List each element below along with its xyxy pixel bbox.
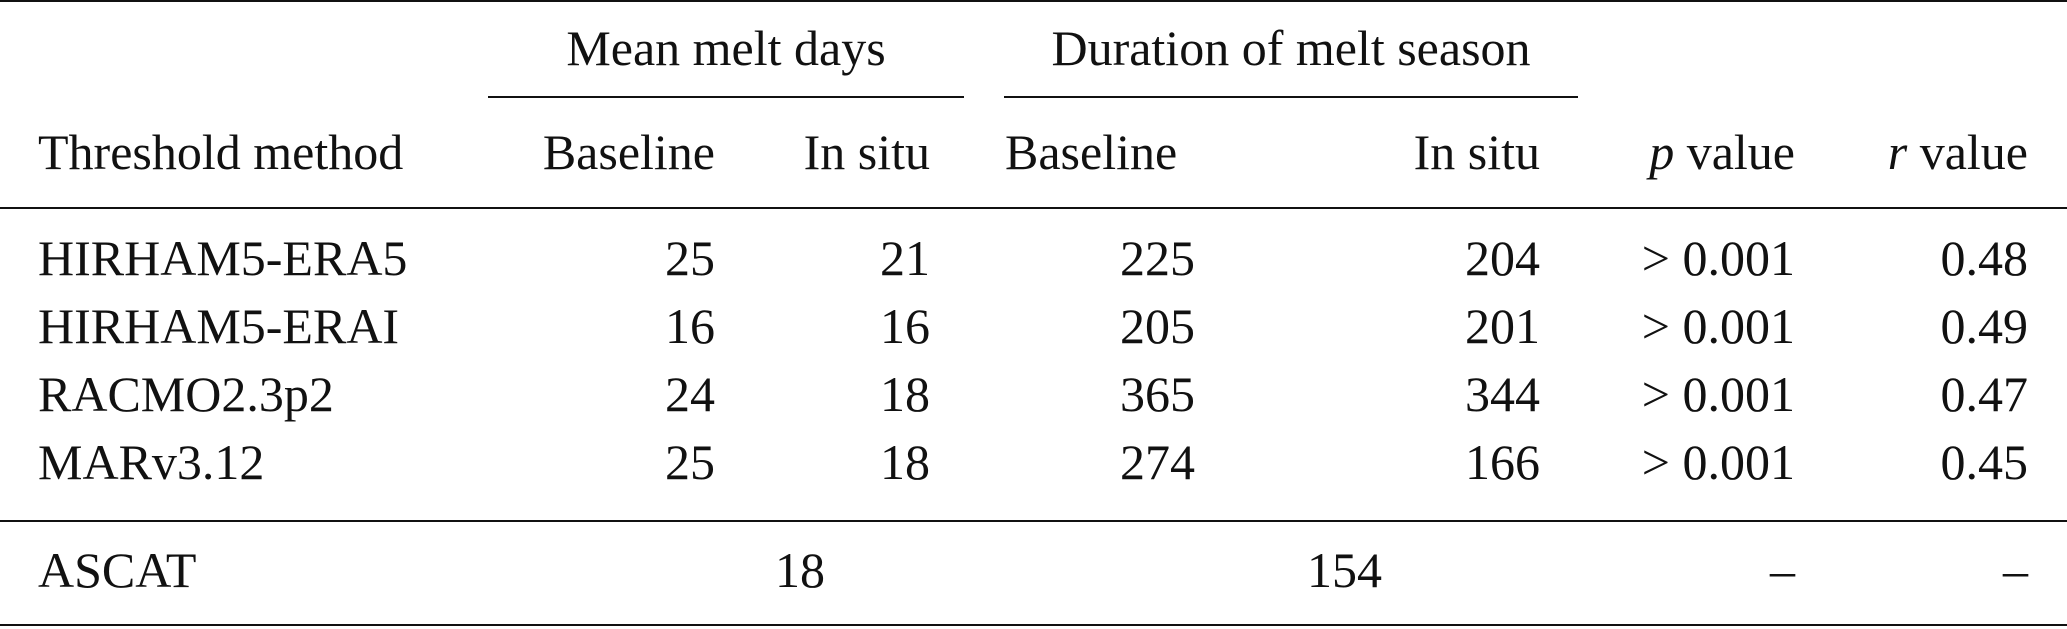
- row-mean-baseline: 25: [665, 230, 715, 286]
- header-bottom-rule: [0, 207, 2067, 209]
- row-p-value: > 0.001: [1641, 434, 1795, 490]
- p-symbol: p: [1649, 124, 1675, 180]
- duration-rule: [1004, 96, 1578, 98]
- row-p-value: > 0.001: [1641, 366, 1795, 422]
- column-header-mean-insitu: In situ: [803, 124, 930, 180]
- row-mean-insitu: 21: [880, 230, 930, 286]
- table-top-rule: [0, 0, 2067, 2]
- row-duration-insitu: 201: [1465, 298, 1540, 354]
- r-symbol: r: [1887, 124, 1908, 180]
- row-mean-insitu: 18: [880, 366, 930, 422]
- column-header-duration-baseline: Baseline: [1005, 124, 1178, 180]
- row-p-value: > 0.001: [1641, 230, 1795, 286]
- ascat-separator-rule: [0, 520, 2067, 522]
- group-header-duration: Duration of melt season: [1051, 20, 1531, 76]
- column-header-mean-baseline: Baseline: [542, 124, 715, 180]
- table-bottom-rule: [0, 624, 2067, 626]
- row-duration-baseline: 274: [1120, 434, 1195, 490]
- row-mean-insitu: 16: [880, 298, 930, 354]
- row-r-value: 0.48: [1940, 230, 2029, 286]
- column-header-p-value: p value: [1560, 122, 1795, 182]
- row-method: MARv3.12: [38, 434, 265, 490]
- p-word: value: [1686, 124, 1795, 180]
- row-duration-baseline: 225: [1120, 230, 1195, 286]
- ascat-r-value: –: [2003, 542, 2028, 598]
- row-duration-insitu: 166: [1465, 434, 1540, 490]
- mean-melt-days-rule: [488, 96, 964, 98]
- row-duration-baseline: 205: [1120, 298, 1195, 354]
- row-duration-baseline: 365: [1120, 366, 1195, 422]
- column-header-duration-insitu: In situ: [1413, 124, 1540, 180]
- ascat-duration: 154: [1307, 542, 1382, 598]
- row-mean-insitu: 18: [880, 434, 930, 490]
- column-header-threshold-method: Threshold method: [38, 124, 404, 180]
- row-method: RACMO2.3p2: [38, 366, 334, 422]
- row-method: HIRHAM5-ERAI: [38, 298, 400, 354]
- row-mean-baseline: 16: [665, 298, 715, 354]
- row-mean-baseline: 24: [665, 366, 715, 422]
- row-duration-insitu: 204: [1465, 230, 1540, 286]
- row-r-value: 0.47: [1940, 366, 2029, 422]
- row-mean-baseline: 25: [665, 434, 715, 490]
- group-header-mean-melt-days: Mean melt days: [566, 20, 886, 76]
- column-header-r-value: r value: [1810, 122, 2028, 182]
- r-word: value: [1919, 124, 2028, 180]
- ascat-method: ASCAT: [38, 542, 197, 598]
- ascat-mean-melt-days: 18: [775, 542, 825, 598]
- row-r-value: 0.45: [1940, 434, 2029, 490]
- row-p-value: > 0.001: [1641, 298, 1795, 354]
- ascat-p-value: –: [1770, 542, 1795, 598]
- row-duration-insitu: 344: [1465, 366, 1540, 422]
- row-r-value: 0.49: [1940, 298, 2029, 354]
- row-method: HIRHAM5-ERA5: [38, 230, 408, 286]
